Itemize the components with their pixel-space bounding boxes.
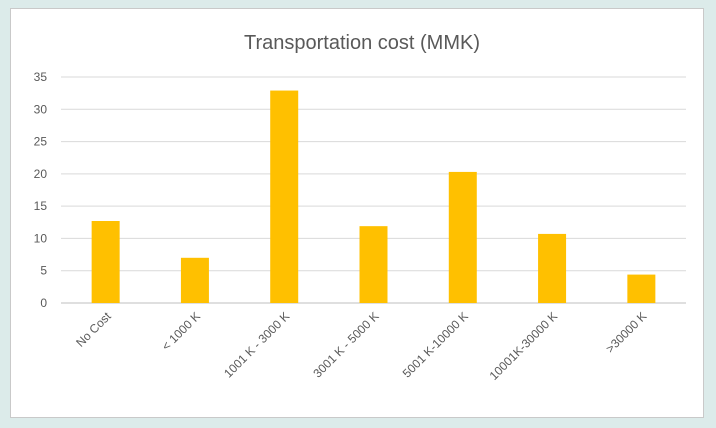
x-tick-label: No Cost — [73, 309, 114, 350]
bar — [359, 226, 388, 303]
bar — [538, 233, 567, 303]
y-tick-label: 35 — [34, 70, 48, 84]
y-tick-label: 10 — [34, 231, 48, 245]
y-tick-label: 20 — [34, 167, 48, 181]
x-axis-ticks: No Cost < 1000 K 1001 K - 3000 K 3001 K - 5… — [73, 309, 649, 383]
chart-frame: Transportation cost (MMK) 0 5 10 15 20 25 30 35… — [10, 8, 704, 418]
chart-svg: Transportation cost (MMK) 0 5 10 15 20 25 30 35… — [34, 32, 686, 383]
x-tick-label: >30000 K — [603, 309, 649, 355]
y-tick-label: 0 — [40, 296, 47, 310]
bar — [180, 257, 209, 303]
y-tick-label: 30 — [34, 102, 48, 116]
x-tick-label: 5001 K-10000 K — [400, 309, 471, 380]
y-tick-label: 5 — [40, 264, 47, 278]
bar — [448, 171, 477, 303]
y-tick-label: 25 — [34, 135, 48, 149]
bar — [627, 274, 656, 303]
bar — [270, 90, 299, 303]
x-tick-label: 10001K-30000 K — [487, 309, 561, 383]
bars — [91, 90, 656, 303]
x-tick-label: < 1000 K — [159, 309, 203, 353]
x-tick-label: 1001 K - 3000 K — [221, 309, 292, 380]
x-tick-label: 3001 K - 5000 K — [310, 309, 381, 380]
y-axis-ticks: 0 5 10 15 20 25 30 35 — [34, 70, 48, 310]
y-tick-label: 15 — [34, 199, 48, 213]
bar — [91, 220, 120, 303]
chart-title: Transportation cost (MMK) — [244, 32, 480, 54]
